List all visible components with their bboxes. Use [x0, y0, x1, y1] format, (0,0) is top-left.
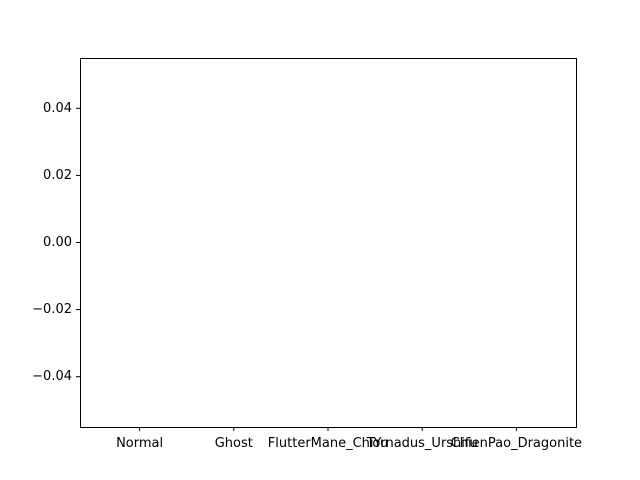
y-tick-label: −0.02 — [32, 302, 72, 317]
x-tick-label: Normal — [116, 436, 163, 451]
x-tick-label: Ghost — [215, 436, 253, 451]
y-tick-label: 0.00 — [43, 235, 72, 250]
x-tick-label: ChienPao_Dragonite — [451, 436, 582, 451]
y-axis: −0.04 −0.02 0.00 0.02 0.04 — [32, 101, 80, 384]
y-tick-label: 0.02 — [43, 168, 72, 183]
x-axis: Normal Ghost FlutterMane_ChiYuTornadus_Urs… — [116, 427, 582, 451]
y-tick-label: −0.04 — [32, 369, 72, 384]
axes-frame — [80, 58, 577, 428]
y-tick-label: 0.04 — [43, 101, 72, 116]
x-tick-label: FlutterMane_ChiYu — [268, 436, 388, 451]
x-tick-label: Tornadus_Urshifu — [366, 436, 478, 451]
